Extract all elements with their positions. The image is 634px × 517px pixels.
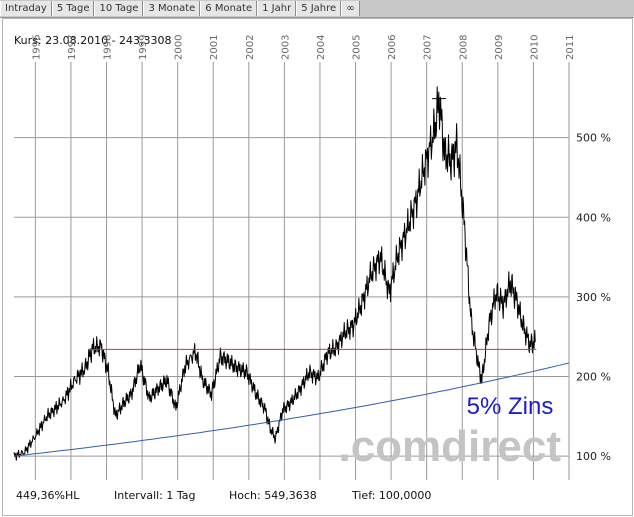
x-tick-label: 2005 — [352, 35, 363, 60]
x-tick-label: 2003 — [280, 35, 291, 60]
y-tick-label: 500 % — [576, 132, 611, 145]
x-tick-label: 2011 — [565, 35, 576, 60]
footer-interval: Intervall: 1 Tag — [114, 489, 196, 502]
timeframe-tabs: Intraday 5 Tage 10 Tage 3 Monate 6 Monat… — [0, 0, 634, 18]
tab-intraday[interactable]: Intraday — [0, 1, 52, 16]
x-tick-label: 2004 — [316, 35, 327, 60]
y-tick-label: 300 % — [576, 291, 611, 304]
y-tick-label: 200 % — [576, 370, 611, 383]
y-tick-label: 400 % — [576, 211, 611, 224]
tab-5-tage[interactable]: 5 Tage — [51, 1, 95, 16]
footer-low: Tief: 100,0000 — [352, 489, 432, 502]
kurs-label: Kurs: 23.08.2010 - 243,3308 — [14, 34, 172, 47]
x-tick-label: 1996 — [31, 35, 42, 60]
x-axis-labels: 1996 1997 1998 1999 2000 2001 2002 2003 2004 2005… — [31, 35, 576, 60]
chart-panel — [2, 18, 633, 516]
interest-annotation: 5% Zins — [467, 393, 554, 420]
tab-5-jahre[interactable]: 5 Jahre — [296, 1, 342, 16]
tab-max[interactable]: ∞ — [341, 1, 360, 16]
y-axis-labels: 100 % 200 % 300 % 400 % 500 % — [576, 132, 611, 463]
x-tick-label: 2001 — [209, 35, 220, 60]
footer-performance: 449,36%HL — [16, 489, 80, 502]
footer-high: Hoch: 549,3638 — [229, 489, 317, 502]
tab-1-jahr[interactable]: 1 Jahr — [257, 1, 297, 16]
x-tick-label: 1998 — [103, 35, 114, 60]
comdirect-watermark: .comdirect — [338, 422, 561, 471]
x-tick-label: 2008 — [458, 35, 469, 60]
tab-10-tage[interactable]: 10 Tage — [94, 1, 144, 16]
x-tick-label: 2007 — [423, 35, 434, 60]
price-line — [13, 86, 536, 461]
x-tick-label: 1997 — [67, 35, 78, 60]
x-tick-label: 2000 — [174, 35, 185, 60]
x-tick-label: 1999 — [138, 35, 149, 60]
grid-lines — [14, 62, 570, 480]
chart-series — [13, 86, 570, 461]
tab-3-monate[interactable]: 3 Monate — [143, 1, 201, 16]
x-tick-label: 2006 — [387, 35, 398, 60]
y-tick-label: 100 % — [576, 450, 611, 463]
x-tick-label: 2009 — [494, 35, 505, 60]
x-tick-label: 2002 — [245, 35, 256, 60]
growth-curve — [13, 362, 570, 457]
x-tick-label: 2010 — [529, 35, 540, 60]
tab-6-monate[interactable]: 6 Monate — [200, 1, 258, 16]
